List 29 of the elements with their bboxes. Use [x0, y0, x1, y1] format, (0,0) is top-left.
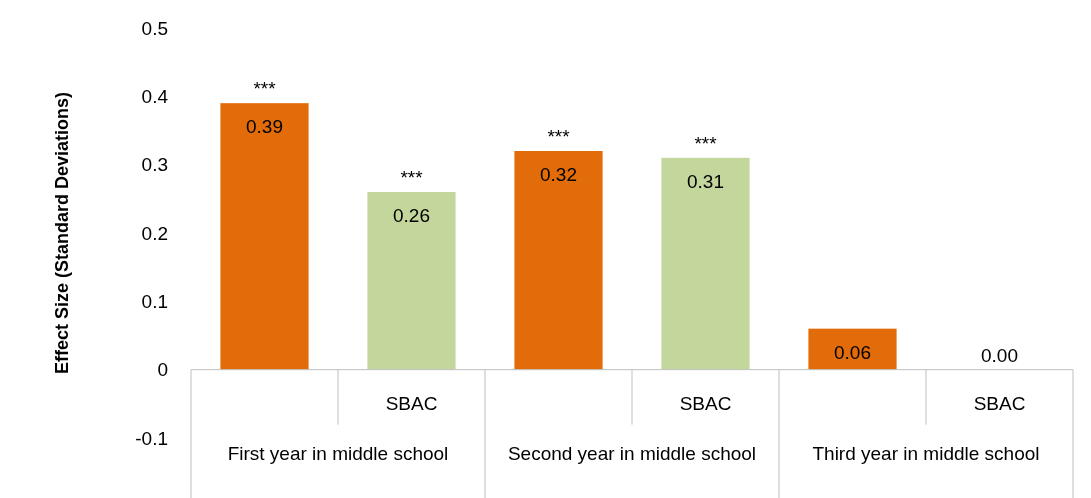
- y-tick-label: 0.1: [141, 290, 168, 312]
- y-tick-label: -0.1: [135, 427, 168, 449]
- y-tick-label: 0: [157, 359, 168, 381]
- y-tick-label: 0.2: [141, 222, 168, 244]
- data-label: 0.31: [687, 170, 724, 192]
- x-tick-label: SBAC: [385, 392, 438, 414]
- bar: [220, 103, 309, 370]
- data-label: 0.26: [393, 205, 430, 226]
- text: First year in middle school: [227, 442, 449, 464]
- bar: [514, 151, 603, 370]
- y-tick-label: 0.3: [141, 154, 168, 176]
- y-tick-label: 0.5: [141, 17, 168, 39]
- y-axis-title: Effect Size (Standard Deviations): [52, 91, 72, 375]
- x-tick-label: SBAC: [679, 392, 732, 414]
- bar: [808, 328, 897, 370]
- x-tick-label: SBAC: [973, 392, 1026, 414]
- annotation: ***: [694, 132, 718, 154]
- data-label: 0.06: [834, 341, 871, 363]
- annotation: ***: [253, 78, 277, 100]
- annotation: ***: [547, 126, 571, 147]
- data-label: 0.32: [540, 164, 577, 185]
- bar: [367, 192, 456, 370]
- y-tick-label: 0.4: [141, 85, 169, 107]
- data-label: 0.39: [246, 116, 283, 138]
- text: Third year in middle school: [812, 442, 1040, 464]
- text: Second year in middle school: [507, 442, 757, 464]
- bar: [661, 157, 750, 370]
- data-label: 0.00: [981, 344, 1018, 366]
- annotation: ***: [400, 167, 424, 188]
